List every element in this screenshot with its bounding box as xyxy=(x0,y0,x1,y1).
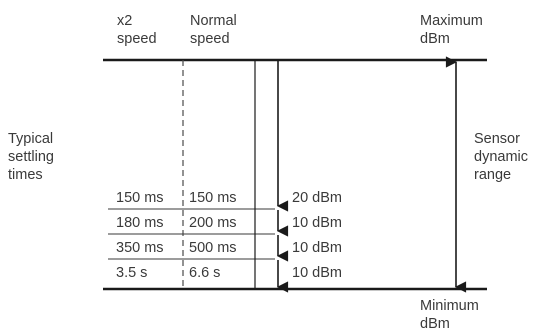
header-maximum-line2: dBm xyxy=(420,31,450,47)
row-4-range: 10 dBm xyxy=(292,265,342,281)
left-label-line3: times xyxy=(8,167,43,183)
header-normal-speed-line1: Normal xyxy=(190,13,237,29)
row-4-x2-time: 3.5 s xyxy=(116,265,148,281)
typical-settling-times-label: Typical settling times xyxy=(8,130,54,184)
header-x2-speed: x2 speed xyxy=(117,12,197,48)
row-2-x2-time: 180 ms xyxy=(116,215,164,231)
header-normal-speed-line2: speed xyxy=(190,31,230,47)
left-label-line1: Typical xyxy=(8,131,54,147)
left-label-line2: settling xyxy=(8,149,54,165)
header-normal-speed: Normal speed xyxy=(190,12,270,48)
sensor-dynamic-range-label: Sensor dynamic range xyxy=(474,130,528,184)
row-3-normal-time: 500 ms xyxy=(189,240,237,256)
footer-minimum-line1: Minimum xyxy=(420,298,479,314)
header-x2-speed-line1: x2 xyxy=(117,13,133,29)
row-1-range: 20 dBm xyxy=(292,190,342,206)
row-2-normal-time: 200 ms xyxy=(189,215,237,231)
footer-minimum-dbm: Minimum dBm xyxy=(420,297,500,333)
row-2-range: 10 dBm xyxy=(292,215,342,231)
right-label-line2: dynamic xyxy=(474,149,528,165)
header-maximum-dbm: Maximum dBm xyxy=(420,12,500,48)
row-1-normal-time: 150 ms xyxy=(189,190,237,206)
header-x2-speed-line2: speed xyxy=(117,31,157,47)
row-1-x2-time: 150 ms xyxy=(116,190,164,206)
row-4-normal-time: 6.6 s xyxy=(189,265,221,281)
header-maximum-line1: Maximum xyxy=(420,13,483,29)
row-3-range: 10 dBm xyxy=(292,240,342,256)
right-label-line3: range xyxy=(474,167,512,183)
row-3-x2-time: 350 ms xyxy=(116,240,164,256)
right-label-line1: Sensor xyxy=(474,131,520,147)
footer-minimum-line2: dBm xyxy=(420,316,450,332)
